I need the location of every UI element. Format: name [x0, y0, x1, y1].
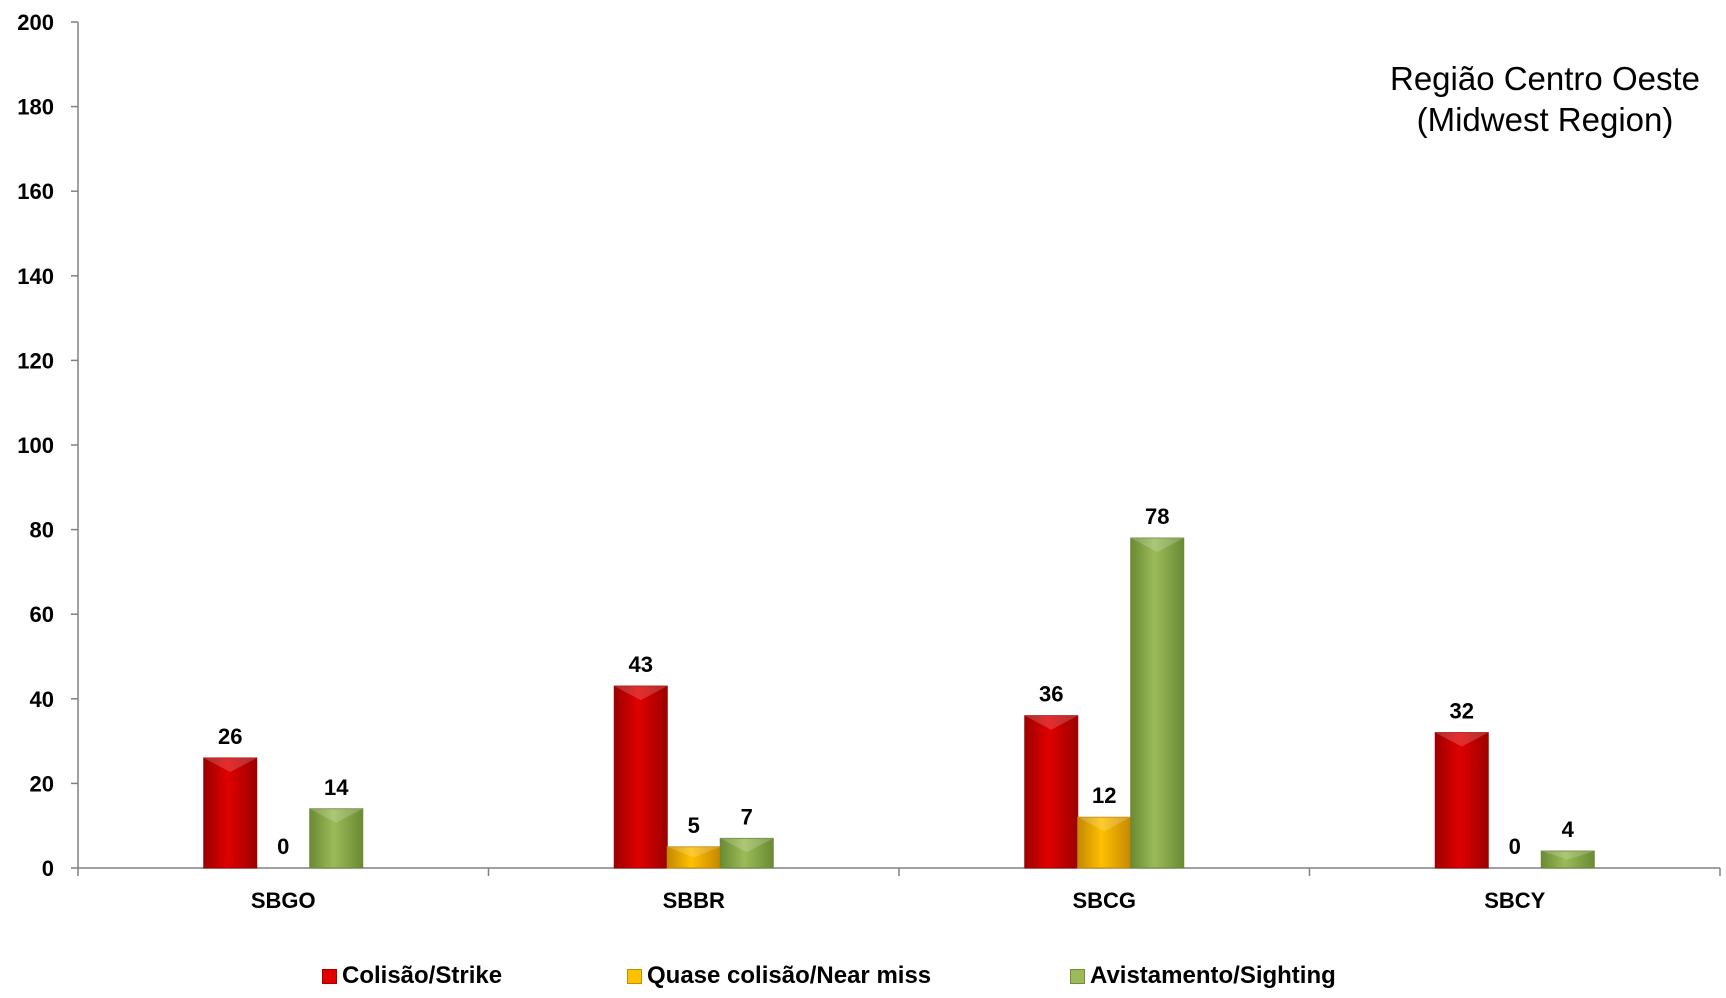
bar-bevel [1435, 732, 1489, 747]
legend-label-sighting: Avistamento/Sighting [1090, 962, 1336, 989]
legend-swatch-strike [322, 968, 337, 984]
x-category-label: SBCY [1484, 888, 1545, 913]
chart-title-line1: Região Centro Oeste [1390, 60, 1700, 97]
bar-bevel [1024, 715, 1078, 730]
y-tick-label: 180 [17, 95, 54, 120]
legend-swatch-near-miss [627, 968, 642, 984]
data-label: 43 [629, 652, 653, 677]
bar [719, 837, 774, 869]
bar [1024, 715, 1079, 869]
legend-swatch-sighting [1070, 968, 1085, 984]
legend-label-near-miss: Quase colisão/Near miss [647, 962, 932, 989]
bar-bevel [1077, 817, 1131, 832]
data-label: 5 [688, 813, 700, 838]
data-label: 32 [1450, 699, 1474, 724]
bars [203, 537, 1595, 869]
bar [203, 757, 258, 869]
bar-bevel [1541, 851, 1595, 860]
bar-bevel [614, 686, 668, 701]
bar-bevel [667, 846, 721, 858]
legend: Colisão/Strike Quase colisão/Near miss A… [0, 962, 1726, 998]
legend-item-strike: Colisão/Strike [322, 962, 502, 990]
y-tick-label: 0 [42, 856, 54, 881]
bar-bevel [203, 758, 257, 773]
x-category-label: SBBR [663, 888, 725, 913]
data-label: 26 [218, 724, 242, 749]
bar-bevel [1130, 538, 1184, 553]
y-tick-label: 40 [30, 687, 54, 712]
bar [1077, 816, 1132, 869]
data-label: 7 [741, 804, 753, 829]
y-tick-label: 60 [30, 602, 54, 627]
legend-label-strike: Colisão/Strike [342, 962, 503, 989]
y-tick-label: 120 [17, 348, 54, 373]
bar [1434, 732, 1489, 869]
bar [1130, 537, 1185, 869]
data-label: 12 [1092, 783, 1116, 808]
bar-bevel [720, 838, 774, 853]
chart-title-line2: (Midwest Region) [1417, 101, 1674, 138]
y-tick-label: 160 [17, 179, 54, 204]
bar [613, 685, 668, 869]
bar [1540, 850, 1595, 869]
x-category-label: SBCG [1072, 888, 1136, 913]
data-label: 36 [1039, 682, 1063, 707]
data-label: 0 [1509, 834, 1521, 859]
data-label: 78 [1145, 504, 1169, 529]
legend-item-sighting: Avistamento/Sighting [1070, 962, 1336, 990]
x-category-label: SBGO [251, 888, 316, 913]
y-tick-label: 80 [30, 518, 54, 543]
y-tick-label: 20 [30, 771, 54, 796]
y-tick-label: 140 [17, 264, 54, 289]
legend-item-near-miss: Quase colisão/Near miss [627, 962, 931, 990]
y-tick-label: 200 [17, 10, 54, 35]
bar-bevel [309, 808, 363, 823]
data-label: 4 [1562, 817, 1575, 842]
data-label: 0 [277, 834, 289, 859]
data-label: 14 [324, 775, 349, 800]
y-tick-label: 100 [17, 433, 54, 458]
bar [309, 808, 364, 869]
